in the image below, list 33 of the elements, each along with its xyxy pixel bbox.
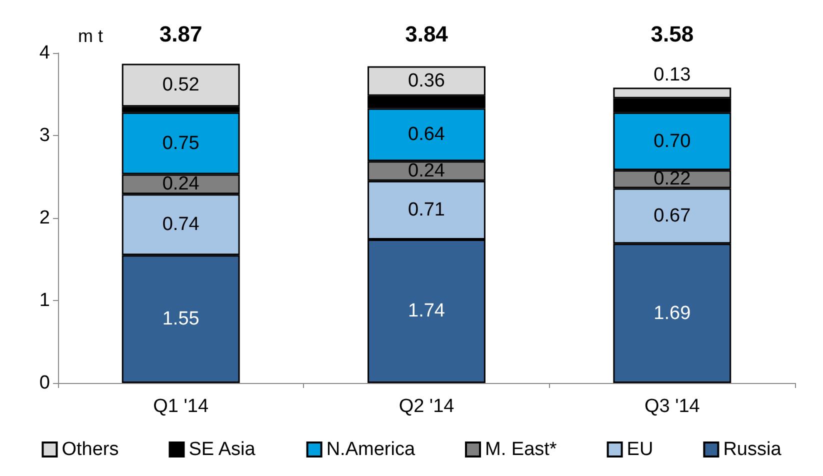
y-tick-label: 4 — [39, 42, 50, 64]
data-label: 0.70 — [654, 130, 691, 152]
x-tick-label: Q2 '14 — [398, 396, 455, 417]
data-label: 0.71 — [408, 200, 445, 221]
y-axis-title: m t — [78, 26, 103, 46]
y-tick-label: 3 — [39, 125, 50, 146]
total-label: 3.84 — [405, 22, 449, 46]
legend-label: N.America — [326, 439, 416, 460]
legend-label: Russia — [723, 439, 782, 460]
y-tick-label: 2 — [39, 208, 50, 228]
total-label: 3.87 — [159, 22, 202, 46]
y-tick-label: 1 — [39, 290, 50, 311]
x-tick-label: Q1 '14 — [153, 396, 209, 417]
legend-label: Others — [62, 439, 119, 460]
legend-label: EU — [626, 439, 654, 460]
y-tick-label: 0 — [39, 372, 50, 394]
total-label: 3.58 — [650, 22, 694, 46]
x-tick-label: Q3 '14 — [644, 396, 700, 417]
data-label: 0.22 — [654, 168, 691, 190]
data-label: 0.24 — [408, 160, 446, 182]
legend-label: SE Asia — [188, 439, 256, 460]
data-label: 0.52 — [162, 74, 200, 96]
data-label: 0.36 — [408, 70, 445, 92]
data-label: 0.75 — [162, 132, 200, 154]
data-label: 0.13 — [654, 64, 691, 86]
legend-label: M. East* — [485, 439, 558, 460]
data-label: 1.69 — [654, 302, 691, 324]
data-label: 0.74 — [162, 214, 200, 236]
data-label: 0.24 — [162, 174, 200, 195]
data-label: 1.55 — [162, 308, 200, 330]
data-label: 1.74 — [408, 300, 446, 322]
data-label: 0.64 — [408, 124, 446, 146]
data-label: 0.67 — [654, 205, 691, 226]
